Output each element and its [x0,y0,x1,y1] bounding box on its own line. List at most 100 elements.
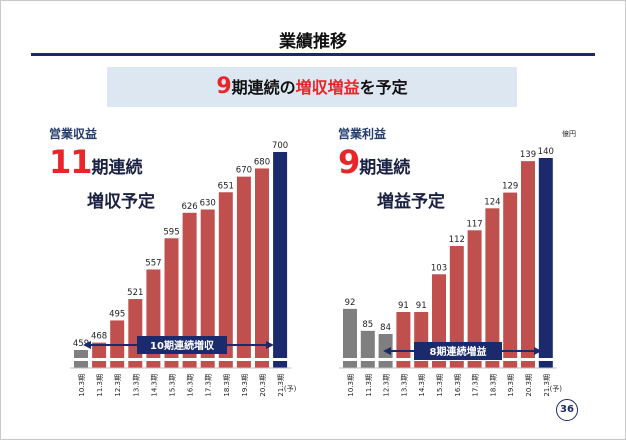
profit-data-label: 103 [431,263,447,273]
revenue-headline-text: 期連続 [91,158,143,178]
summary-banner: 9期連続の増収増益を予定 [107,67,517,107]
revenue-bar-break [109,358,126,361]
profit-subheadline: 増益予定 [377,192,445,212]
profit-bar [538,158,553,368]
revenue-bar-break [181,358,198,361]
title-rule [31,53,595,56]
profit-bar-break [395,358,412,361]
revenue-data-label: 670 [236,166,252,176]
revenue-tick-label: 11.3期 [96,374,104,397]
revenue-bar [218,192,233,368]
profit-data-label: 84 [380,323,391,333]
profit-bar-break [537,358,554,361]
profit-arrow-head-right [534,347,542,355]
revenue-bar [273,152,288,368]
revenue-forecast-label: (予) [284,385,297,393]
profit-bar-break [342,358,358,361]
profit-tick-label: 20.3期 [525,374,533,397]
revenue-data-label: 700 [272,141,288,151]
revenue-bar [128,299,143,368]
profit-arrow-box [414,342,502,360]
banner-text-b: を予定 [359,78,408,97]
revenue-arrow-label: 10期連続増収 [150,339,215,352]
profit-tick-label: 11.3期 [365,374,373,397]
revenue-tick-label: 14.3期 [150,374,158,397]
banner-highlight: 増収増益 [295,78,360,97]
revenue-bar-break [145,358,162,361]
revenue-arrow-head-left [83,341,91,349]
revenue-bar [200,209,215,368]
profit-arrow-head-left [383,347,391,355]
profit-tick-label: 15.3期 [436,374,444,397]
profit-bar-break [359,358,376,361]
revenue-bar-break [254,358,270,361]
revenue-bar-break [73,358,89,361]
profit-bar [396,312,411,368]
profit-data-label: 85 [362,320,373,330]
banner-number: 9 [216,74,232,99]
profit-tick-label: 14.3期 [418,374,426,397]
revenue-bar [236,176,251,368]
revenue-bar-break [91,358,108,361]
page-number: 36 [556,399,578,421]
profit-bar [360,330,375,368]
profit-section-label: 営業利益 [338,127,387,141]
revenue-data-label: 495 [109,309,125,319]
profit-headline-text: 期連続 [359,158,411,178]
revenue-tick-label: 20.3期 [259,374,267,397]
banner-text-a: 期連続の [231,78,296,97]
revenue-tick-label: 18.3期 [223,374,231,397]
revenue-data-label: 468 [91,332,107,342]
profit-bar-break [377,358,394,361]
profit-tick-label: 10.3期 [347,374,355,397]
revenue-headline-number: 11 [49,143,93,181]
unit-label: 億円 [562,130,576,138]
revenue-bar-break [235,358,252,361]
profit-bar [343,308,357,368]
revenue-tick-label: 12.3期 [114,374,122,397]
revenue-data-label: 680 [254,157,270,167]
profit-tick-label: 21.3期 [543,374,551,397]
revenue-bar-break [272,358,289,361]
profit-data-label: 117 [466,219,482,229]
profit-data-label: 139 [520,150,536,160]
revenue-tick-label: 15.3期 [169,374,177,397]
revenue-tick-label: 17.3期 [205,374,213,397]
revenue-headline: 11期連続 [49,143,143,181]
profit-data-label: 92 [345,298,356,308]
profit-data-label: 140 [538,147,554,157]
profit-data-label: 91 [398,301,409,311]
profit-bar [503,192,518,368]
revenue-tick-label: 21.3期 [277,374,285,397]
profit-tick-label: 17.3期 [472,374,480,397]
revenue-tick-label: 16.3期 [187,374,195,397]
profit-headline-number: 9 [338,143,360,181]
profit-bar [467,230,482,368]
profit-forecast-label: (予) [550,385,563,393]
profit-tick-label: 19.3期 [507,374,515,397]
revenue-data-label: 459 [73,339,89,349]
revenue-tick-label: 13.3期 [132,374,140,397]
revenue-bar-break [127,358,144,361]
profit-tick-label: 18.3期 [489,374,497,397]
revenue-arrow-head-right [266,341,274,349]
revenue-tick-label: 10.3期 [78,374,86,397]
page-title: 業績推移 [279,32,347,52]
profit-data-label: 112 [449,235,465,245]
revenue-data-label: 626 [181,202,197,212]
revenue-data-label: 595 [163,227,179,237]
revenue-bar [164,238,179,368]
revenue-data-label: 557 [145,258,161,268]
profit-tick-label: 13.3期 [400,374,408,397]
revenue-bar [182,212,197,368]
profit-data-label: 91 [416,301,427,311]
revenue-data-label: 651 [218,181,234,191]
profit-bar [485,208,500,368]
revenue-data-label: 521 [127,288,143,298]
profit-headline: 9期連続 [338,143,410,181]
profit-bar [449,246,464,368]
profit-data-label: 124 [484,197,500,207]
revenue-section-label: 営業収益 [49,127,98,141]
profit-bar [521,161,535,368]
